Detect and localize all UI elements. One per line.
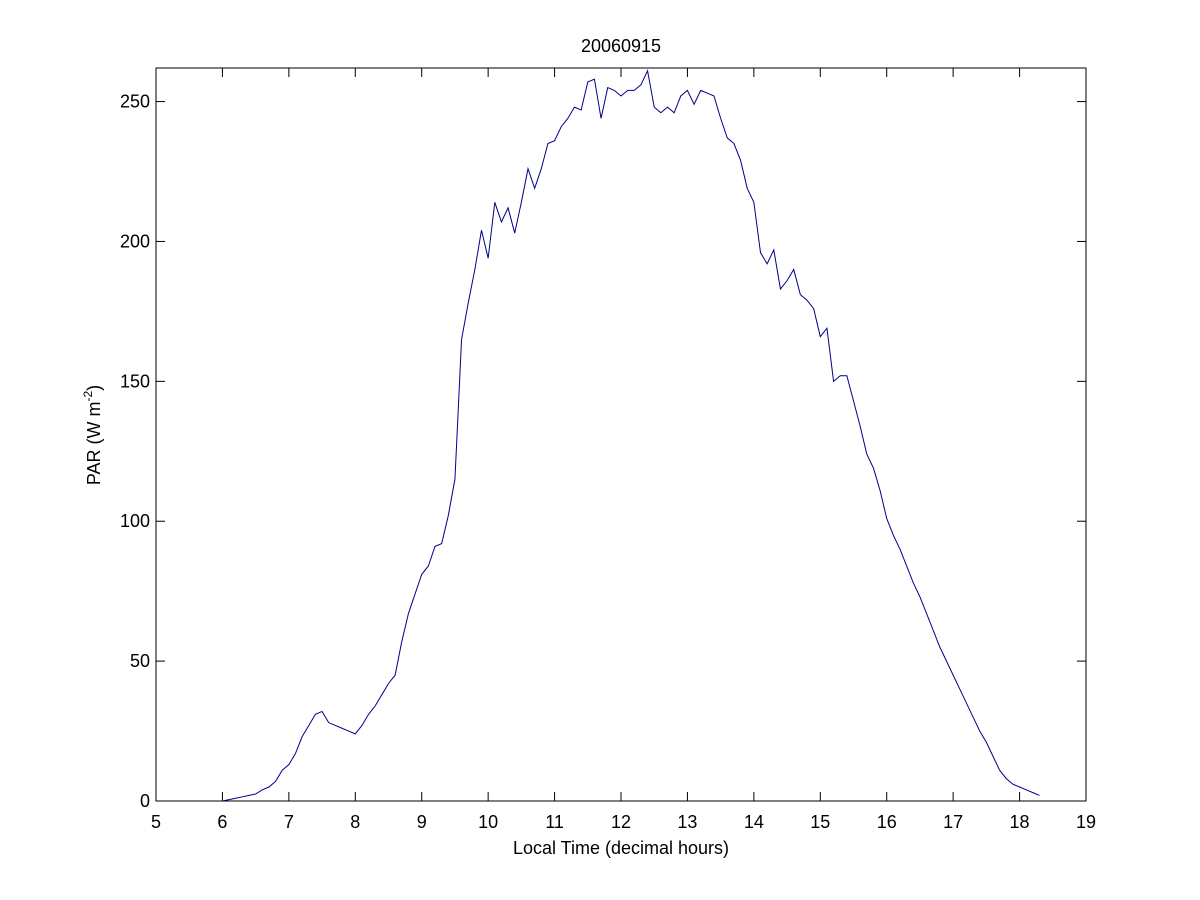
x-tick-label: 18 [1010, 812, 1030, 832]
x-tick-label: 8 [350, 812, 360, 832]
x-tick-label: 15 [810, 812, 830, 832]
y-axis-label-end: ) [84, 385, 104, 391]
x-tick-label: 16 [877, 812, 897, 832]
x-tick-label: 17 [943, 812, 963, 832]
y-tick-label: 0 [140, 791, 150, 811]
x-tick-label: 6 [217, 812, 227, 832]
x-tick-label: 5 [151, 812, 161, 832]
y-tick-label: 150 [120, 371, 150, 391]
x-tick-label: 19 [1076, 812, 1096, 832]
x-tick-label: 10 [478, 812, 498, 832]
x-tick-label: 12 [611, 812, 631, 832]
x-axis-label: Local Time (decimal hours) [513, 838, 729, 858]
y-tick-label: 100 [120, 511, 150, 531]
x-tick-label: 7 [284, 812, 294, 832]
plot-area [155, 67, 1087, 802]
y-axis-label: PAR (W m-2) [81, 385, 104, 485]
y-tick-label: 200 [120, 231, 150, 251]
x-tick-label: 9 [417, 812, 427, 832]
y-tick-label: 250 [120, 92, 150, 112]
y-axis-label-text: PAR (W m [84, 402, 104, 486]
x-tick-label: 13 [677, 812, 697, 832]
x-tick-label: 14 [744, 812, 764, 832]
y-axis-label-sup: -2 [81, 391, 95, 402]
y-tick-label: 50 [130, 651, 150, 671]
data-line [222, 69, 1040, 802]
x-tick-label: 11 [545, 812, 564, 832]
chart-title: 20060915 [581, 36, 661, 56]
